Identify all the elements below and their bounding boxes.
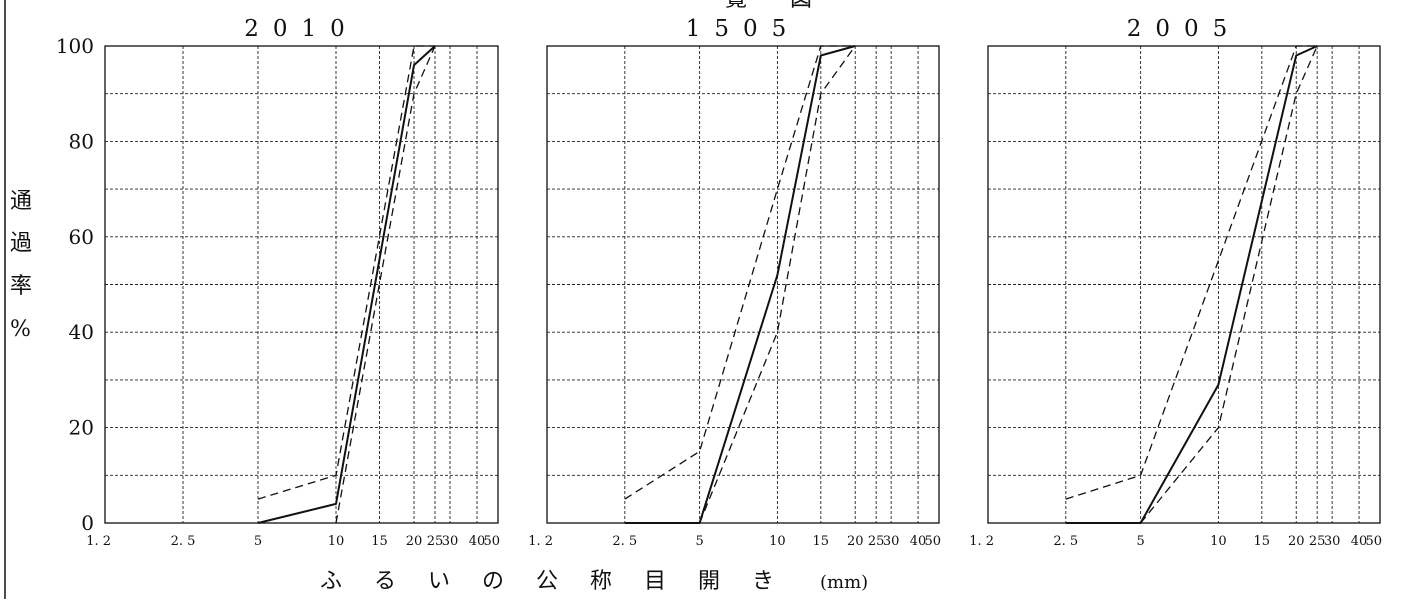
x-tick-label: 10 xyxy=(769,534,786,549)
x-axis-label-char: ふ xyxy=(320,569,342,594)
x-tick-label: 20 xyxy=(406,534,423,549)
plot-frame xyxy=(987,45,1381,524)
panel-title: 2010 xyxy=(244,16,359,42)
series-line-solid xyxy=(624,45,856,524)
series-line-solid xyxy=(257,45,436,524)
x-tick-label: 5 xyxy=(1136,534,1144,549)
plot-frame xyxy=(546,45,940,524)
y-axis-label-char: % xyxy=(10,317,31,342)
x-tick-label: 2. 5 xyxy=(612,534,637,549)
x-tick-label: 2. 5 xyxy=(1053,534,1078,549)
series-line-dashed xyxy=(1065,45,1318,500)
x-tick-label: 15 xyxy=(1254,534,1271,549)
y-tick-label: 100 xyxy=(56,34,94,58)
x-tick-label: 30 xyxy=(1324,534,1341,549)
x-tick-label: 20 xyxy=(1288,534,1305,549)
y-tick-label: 40 xyxy=(69,320,94,344)
y-tick-label: 0 xyxy=(81,511,94,535)
x-axis-unit: (mm) xyxy=(820,572,868,593)
x-tick-label: 15 xyxy=(813,534,830,549)
x-tick-label: 1. 2 xyxy=(528,534,553,549)
y-axis-label-char: 過 xyxy=(10,231,32,256)
series-line-dashed xyxy=(335,45,436,524)
series-line-dashed xyxy=(698,45,856,524)
y-tick-label: 80 xyxy=(69,129,94,153)
series-line-dashed xyxy=(624,45,856,500)
x-tick-label: 5 xyxy=(254,534,262,549)
x-tick-label: 25 xyxy=(1309,534,1326,549)
x-tick-label: 40 xyxy=(469,534,486,549)
panel-title: 2005 xyxy=(1127,16,1242,42)
x-tick-label: 10 xyxy=(328,534,345,549)
y-axis-ticks: 0 20 40 60 80 100 xyxy=(56,34,94,535)
x-tick-label: 40 xyxy=(910,534,927,549)
x-axis-label-char: 公 xyxy=(536,569,558,594)
series-line-solid xyxy=(1065,45,1318,524)
x-tick-label: 50 xyxy=(483,534,500,549)
x-axis-label-char: き xyxy=(752,569,774,594)
x-tick-label: 40 xyxy=(1351,534,1368,549)
x-tick-label: 5 xyxy=(695,534,703,549)
x-tick-label: 30 xyxy=(442,534,459,549)
x-axis-label-char: い xyxy=(428,569,450,594)
series-line-dashed xyxy=(257,45,435,500)
x-axis-label-char: 目 xyxy=(644,569,666,594)
x-tick-label: 30 xyxy=(883,534,900,549)
header-fragment: ー 覧 図 xyxy=(660,0,830,12)
y-axis-label-char: 通 xyxy=(10,189,32,214)
panel-title: 1505 xyxy=(686,16,801,42)
x-tick-label: 20 xyxy=(847,534,864,549)
x-tick-label: 25 xyxy=(868,534,885,549)
x-tick-label: 1. 2 xyxy=(969,534,994,549)
plot-frame xyxy=(104,45,499,524)
x-axis-label-char: の xyxy=(482,569,504,594)
x-tick-label: 15 xyxy=(371,534,388,549)
x-tick-label: 25 xyxy=(427,534,444,549)
x-axis-label-char: 開 xyxy=(698,569,720,594)
x-tick-label: 2. 5 xyxy=(171,534,196,549)
x-tick-label: 10 xyxy=(1210,534,1227,549)
x-tick-label: 50 xyxy=(924,534,941,549)
y-axis-label-char: 率 xyxy=(10,274,32,299)
x-tick-label: 50 xyxy=(1365,534,1382,549)
y-tick-label: 20 xyxy=(69,416,94,440)
y-tick-label: 60 xyxy=(69,225,94,249)
x-tick-label: 1. 2 xyxy=(86,534,111,549)
x-axis-label-char: 称 xyxy=(590,569,612,594)
x-axis-label-char: る xyxy=(374,569,396,594)
